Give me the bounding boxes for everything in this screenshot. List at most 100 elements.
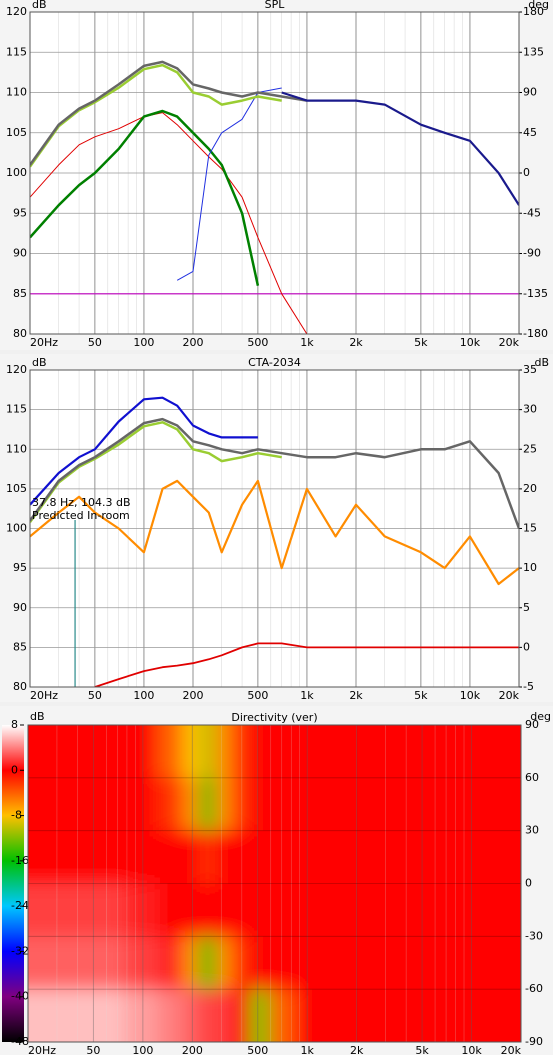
heat-cell: [249, 989, 271, 1042]
y-tick-label: -30: [525, 929, 543, 942]
heat-cell: [200, 936, 216, 990]
heat-cell: [231, 777, 251, 832]
series-line: [30, 109, 260, 286]
x-tick-label: 50: [88, 689, 102, 702]
y-tick-label: 80: [13, 680, 27, 693]
heat-cell: [28, 725, 83, 779]
heat-cell: [81, 830, 126, 884]
heat-cell: [28, 989, 83, 1042]
y2-tick-label: -180: [523, 327, 548, 340]
heat-cell: [157, 936, 183, 990]
colorbar-label: dB: [30, 710, 45, 723]
cursor-label: 37.8 Hz, 104.3 dB: [32, 496, 131, 509]
heat-cell: [496, 777, 521, 832]
x-tick-label: 20Hz: [30, 689, 58, 702]
y2-tick-label: 0: [523, 166, 530, 179]
y-tick-label: 95: [13, 561, 27, 574]
x-tick-label: 20k: [499, 336, 520, 349]
heat-cell: [389, 883, 448, 937]
heat-cell: [496, 989, 521, 1042]
heat-cell: [446, 883, 497, 937]
x-tick-label: 200: [182, 1044, 203, 1055]
y-tick-label: 115: [6, 403, 27, 416]
heat-cell: [182, 777, 201, 832]
y2-tick-label: 15: [523, 522, 537, 535]
series-group: [30, 396, 519, 687]
heat-cell: [182, 989, 201, 1042]
heat-cell: [249, 725, 271, 779]
series-line: [30, 479, 519, 586]
x-tick-label: 50: [88, 336, 102, 349]
heat-cell: [294, 777, 333, 832]
x-tick-label: 2k: [349, 336, 363, 349]
heat-cell: [446, 777, 497, 832]
series-line: [94, 642, 519, 687]
heat-cell: [496, 725, 521, 779]
heat-cell: [200, 989, 216, 1042]
x-tick-label: 2k: [349, 689, 363, 702]
y2-tick-label: -5: [523, 680, 534, 693]
heat-cell: [157, 830, 183, 884]
colorbar: [2, 725, 24, 1042]
heat-cell: [200, 777, 216, 832]
heat-cell: [331, 725, 390, 779]
plot-frame: [29, 369, 520, 688]
heat-cell: [231, 725, 251, 779]
heat-cell: [81, 883, 126, 937]
x-tick-label: 500: [247, 336, 268, 349]
heat-cell: [269, 936, 295, 990]
heat-cell: [28, 777, 83, 832]
heatmap: [28, 725, 521, 1042]
y2-tick-label: -45: [523, 206, 541, 219]
heat-cell: [182, 883, 201, 937]
y2-axis-label: dB: [534, 356, 549, 369]
heat-cell: [496, 936, 521, 990]
x-tick-label: 100: [133, 689, 154, 702]
x-tick-label: 5k: [414, 336, 428, 349]
heat-cell: [496, 883, 521, 937]
y-tick-label: -60: [525, 982, 543, 995]
y-tick-label: 105: [6, 482, 27, 495]
heat-cell: [214, 777, 233, 832]
x-tick-label: 20Hz: [30, 336, 58, 349]
colorbar-tick-label: 8: [11, 718, 18, 731]
y2-tick-label: 20: [523, 482, 537, 495]
chart-title: Directivity (ver): [231, 711, 317, 724]
y2-tick-label: 5: [523, 601, 530, 614]
heat-cell: [28, 830, 83, 884]
heat-cell: [124, 989, 158, 1042]
heat-cell: [157, 883, 183, 937]
series-line: [30, 421, 282, 523]
heat-cell: [269, 777, 295, 832]
heat-cell: [446, 989, 497, 1042]
heat-cell: [294, 989, 333, 1042]
heat-cell: [446, 725, 497, 779]
heat-cell: [81, 989, 126, 1042]
x-tick-label: 1k: [301, 1044, 315, 1055]
heat-cell: [331, 777, 390, 832]
y-tick-label: 105: [6, 126, 27, 139]
cursor-note: Predicted In-room: [32, 509, 130, 522]
heat-cell: [182, 830, 201, 884]
heat-cell: [269, 830, 295, 884]
x-tick-label: 50: [86, 1044, 100, 1055]
colorbar-tick-label: -24: [11, 899, 29, 912]
heat-cell: [214, 989, 233, 1042]
series-line: [30, 112, 308, 334]
heat-cell: [249, 883, 271, 937]
y-tick-label: 110: [6, 86, 27, 99]
heat-cell: [389, 989, 448, 1042]
x-tick-label: 100: [133, 336, 154, 349]
y2-axis-label: deg: [528, 0, 549, 11]
plot-frame: [27, 724, 522, 1043]
heat-cell: [446, 936, 497, 990]
heat-cell: [124, 777, 158, 832]
heat-cell: [446, 830, 497, 884]
heat-cell: [200, 725, 216, 779]
x-tick-label: 200: [183, 336, 204, 349]
x-tick-label: 100: [132, 1044, 153, 1055]
y-tick-label: -90: [525, 1035, 543, 1048]
y2-tick-label: 10: [523, 561, 537, 574]
colorbar-tick-label: -32: [11, 944, 29, 957]
x-tick-label: 5k: [415, 1044, 429, 1055]
